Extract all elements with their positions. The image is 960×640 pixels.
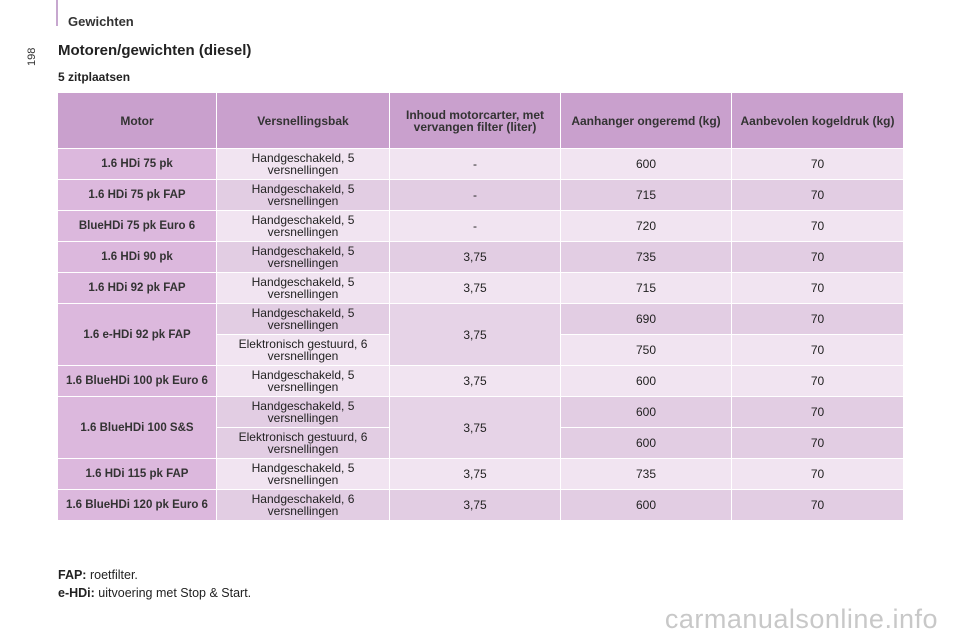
gearbox-cell: Handgeschakeld, 5 versnellingen <box>216 458 390 490</box>
ball-load-cell: 70 <box>731 489 904 521</box>
ball-load-cell: 70 <box>731 148 904 180</box>
motor-cell: 1.6 e-HDi 92 pk FAP <box>57 303 217 366</box>
oil-cell: 3,75 <box>389 272 561 304</box>
gearbox-cell: Handgeschakeld, 5 versnellingen <box>216 365 390 397</box>
motor-cell: 1.6 HDi 92 pk FAP <box>57 272 217 304</box>
motor-cell: 1.6 BlueHDi 120 pk Euro 6 <box>57 489 217 521</box>
gearbox-cell: Handgeschakeld, 5 versnellingen <box>216 179 390 211</box>
ball-load-cell: 70 <box>731 458 904 490</box>
header-motor: Motor <box>57 92 217 149</box>
page-number: 198 <box>26 47 38 66</box>
ball-load-cell: 70 <box>731 396 904 428</box>
ball-load-cell: 70 <box>731 303 904 335</box>
footnote-term: FAP: <box>58 568 87 582</box>
table-row: 1.6 HDi 75 pk Handgeschakeld, 5 versnell… <box>57 148 904 180</box>
header-gearbox: Versnellingsbak <box>216 92 390 149</box>
ball-load-cell: 70 <box>731 179 904 211</box>
ball-load-cell: 70 <box>731 365 904 397</box>
table-row: 1.6 HDi 90 pk Handgeschakeld, 5 versnell… <box>57 241 904 273</box>
ball-load-cell: 70 <box>731 334 904 366</box>
gearbox-cell: Elektronisch gestuurd, 6 versnellingen <box>216 334 390 366</box>
trailer-cell: 715 <box>560 179 732 211</box>
footnote-text: roetfilter. <box>89 568 138 582</box>
subtitle-seats: 5 zitplaatsen <box>58 70 131 84</box>
trailer-cell: 600 <box>560 148 732 180</box>
footnote-term: e-HDi: <box>58 586 95 600</box>
oil-cell: 3,75 <box>389 303 561 366</box>
gearbox-cell: Handgeschakeld, 5 versnellingen <box>216 241 390 273</box>
motor-cell: 1.6 HDi 75 pk <box>57 148 217 180</box>
gearbox-cell: Handgeschakeld, 5 versnellingen <box>216 272 390 304</box>
trailer-cell: 600 <box>560 427 732 459</box>
table-header-row: Motor Versnellingsbak Inhoud motorcarter… <box>57 92 904 149</box>
trailer-cell: 720 <box>560 210 732 242</box>
section-label: Gewichten <box>68 14 134 29</box>
trailer-cell: 750 <box>560 334 732 366</box>
weights-table: Motor Versnellingsbak Inhoud motorcarter… <box>57 92 904 521</box>
ball-load-cell: 70 <box>731 241 904 273</box>
oil-cell: 3,75 <box>389 489 561 521</box>
table-row: 1.6 BlueHDi 100 S&S Handgeschakeld, 5 ve… <box>57 396 904 459</box>
oil-cell: - <box>389 179 561 211</box>
table-row: 1.6 e-HDi 92 pk FAP Handgeschakeld, 5 ve… <box>57 303 904 366</box>
table-row: BlueHDi 75 pk Euro 6 Handgeschakeld, 5 v… <box>57 210 904 242</box>
gearbox-cell: Handgeschakeld, 5 versnellingen <box>216 148 390 180</box>
motor-cell: 1.6 HDi 115 pk FAP <box>57 458 217 490</box>
oil-cell: - <box>389 148 561 180</box>
footnote-text: uitvoering met Stop & Start. <box>98 586 252 600</box>
table-row: 1.6 BlueHDi 100 pk Euro 6 Handgeschakeld… <box>57 365 904 397</box>
table-row: 1.6 HDi 92 pk FAP Handgeschakeld, 5 vers… <box>57 272 904 304</box>
oil-cell: 3,75 <box>389 365 561 397</box>
footnote-ehdi: e-HDi: uitvoering met Stop & Start. <box>58 584 251 602</box>
gearbox-cell: Elektronisch gestuurd, 6 versnellingen <box>216 427 390 459</box>
trailer-cell: 690 <box>560 303 732 335</box>
trailer-cell: 600 <box>560 396 732 428</box>
ball-load-cell: 70 <box>731 210 904 242</box>
gearbox-cell: Handgeschakeld, 6 versnellingen <box>216 489 390 521</box>
watermark: carmanualsonline.info <box>664 604 938 634</box>
trailer-cell: 735 <box>560 458 732 490</box>
trailer-cell: 715 <box>560 272 732 304</box>
trailer-cell: 600 <box>560 365 732 397</box>
footnote-fap: FAP: roetfilter. <box>58 566 251 584</box>
oil-cell: 3,75 <box>389 458 561 490</box>
gearbox-cell: Handgeschakeld, 5 versnellingen <box>216 396 390 428</box>
motor-cell: 1.6 HDi 75 pk FAP <box>57 179 217 211</box>
ball-load-cell: 70 <box>731 427 904 459</box>
gearbox-cell: Handgeschakeld, 5 versnellingen <box>216 303 390 335</box>
oil-cell: - <box>389 210 561 242</box>
header-trailer-unbraked: Aanhanger ongeremd (kg) <box>560 92 732 149</box>
trailer-cell: 600 <box>560 489 732 521</box>
oil-cell: 3,75 <box>389 396 561 459</box>
motor-cell: 1.6 BlueHDi 100 pk Euro 6 <box>57 365 217 397</box>
table-row: 1.6 HDi 75 pk FAP Handgeschakeld, 5 vers… <box>57 179 904 211</box>
gearbox-cell: Handgeschakeld, 5 versnellingen <box>216 210 390 242</box>
motor-cell: 1.6 HDi 90 pk <box>57 241 217 273</box>
table-row: 1.6 HDi 115 pk FAP Handgeschakeld, 5 ver… <box>57 458 904 490</box>
header-ball-load: Aanbevolen kogeldruk (kg) <box>731 92 904 149</box>
motor-cell: BlueHDi 75 pk Euro 6 <box>57 210 217 242</box>
trailer-cell: 735 <box>560 241 732 273</box>
page-title: Motoren/gewichten (diesel) <box>58 42 252 59</box>
table-row: Elektronisch gestuurd, 6 versnellingen 7… <box>58 334 904 366</box>
table-row: 1.6 BlueHDi 120 pk Euro 6 Handgeschakeld… <box>57 489 904 521</box>
motor-cell: 1.6 BlueHDi 100 S&S <box>57 396 217 459</box>
header-oil-capacity: Inhoud motorcarter, met vervangen filter… <box>389 92 561 149</box>
footnotes: FAP: roetfilter. e-HDi: uitvoering met S… <box>58 566 251 602</box>
ball-load-cell: 70 <box>731 272 904 304</box>
section-rule <box>56 0 58 26</box>
table-row: Elektronisch gestuurd, 6 versnellingen 6… <box>58 427 904 459</box>
oil-cell: 3,75 <box>389 241 561 273</box>
